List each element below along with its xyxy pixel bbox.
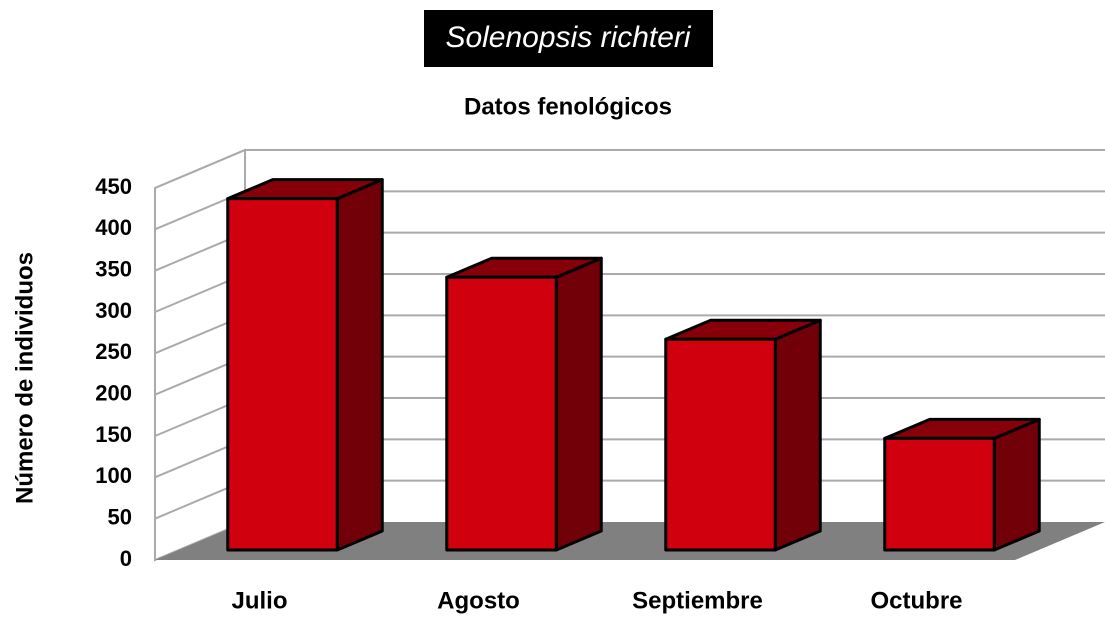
y-tick-label: 350 [95,256,132,281]
y-tick-label: 0 [120,546,132,571]
y-tick-label: 300 [95,298,132,323]
bar-side [335,178,384,552]
bar-side [554,256,603,552]
x-tick-label: Agosto [437,587,520,614]
x-tick-label: Julio [231,587,287,614]
y-tick-label: 400 [95,215,132,240]
grid-line [154,149,1105,189]
x-tick-label: Septiembre [632,587,763,614]
y-tick-label: 100 [95,463,132,488]
bar [664,337,777,552]
bar [445,275,558,552]
chart-subtitle: Datos fenológicos [464,93,672,120]
bar-side [773,318,822,552]
chart-title: Solenopsis richteri [445,21,691,54]
floor [155,522,1105,560]
title-box [424,10,713,67]
bar [226,197,339,552]
y-tick-label: 450 [95,174,132,199]
y-tick-label: 150 [95,422,132,447]
x-tick-label: Octubre [870,587,962,614]
bar [883,436,996,552]
bar-side [992,417,1041,552]
y-tick-label: 200 [95,380,132,405]
y-axis-label: Número de individuos [11,252,38,504]
y-tick-label: 50 [108,504,132,529]
y-tick-label: 250 [95,339,132,364]
